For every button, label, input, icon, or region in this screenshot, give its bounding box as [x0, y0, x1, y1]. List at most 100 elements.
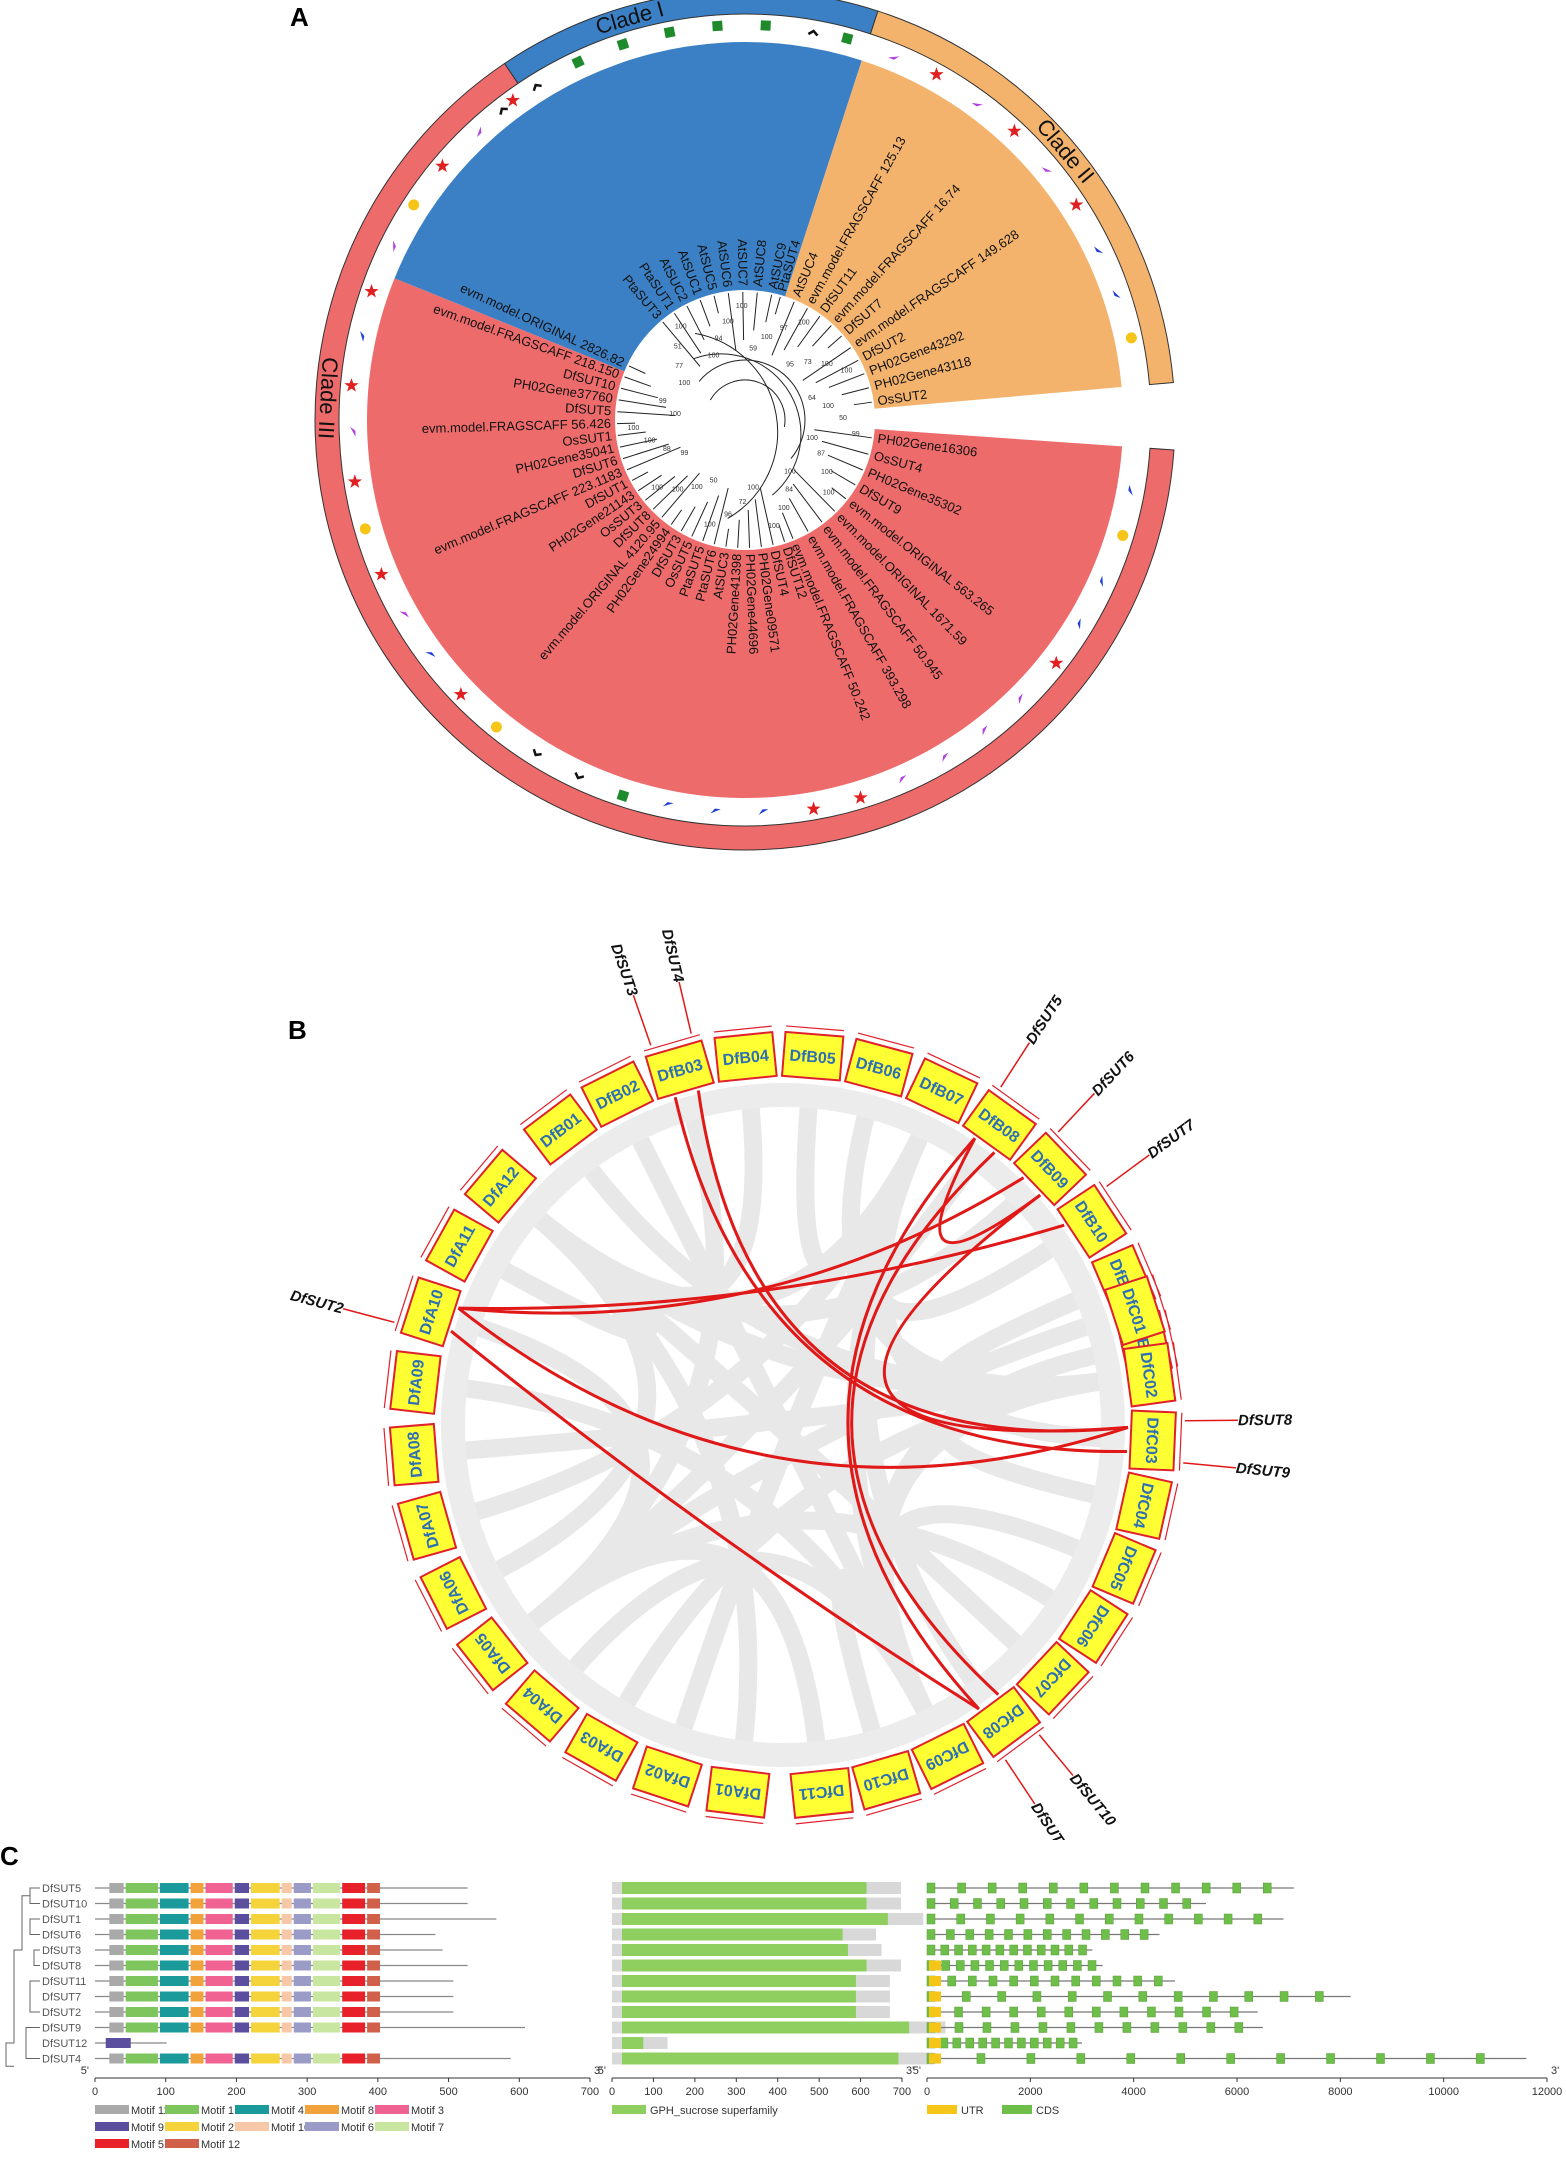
- domain-axis-tick-label: 700: [893, 2086, 911, 2098]
- chromosome-scale: [562, 1756, 614, 1787]
- cds-block: [1279, 1991, 1289, 2002]
- bootstrap-value: 100: [679, 380, 691, 387]
- tree-branch: [699, 299, 711, 327]
- cds-block: [1103, 1991, 1112, 2002]
- cds-block: [1009, 1975, 1018, 1987]
- cds-block: [1426, 2053, 1435, 2064]
- chromosome-scale: [996, 1726, 1044, 1763]
- motif-block: [251, 1929, 280, 1940]
- cds-block: [1068, 2037, 1078, 2049]
- cds-block: [1244, 1991, 1253, 2002]
- domain-axis-tick-label: 0: [609, 2086, 615, 2098]
- bootstrap-value: 100: [628, 425, 640, 432]
- motif-block: [312, 2007, 341, 2017]
- tree-branch: [661, 472, 700, 518]
- chromosome-scale: [866, 1798, 923, 1816]
- bootstrap-value: 100: [669, 411, 681, 418]
- cds-block: [1182, 1898, 1191, 1909]
- motif-axis-tick-label: 100: [157, 2086, 175, 2098]
- chromosome-scale: [519, 1089, 567, 1126]
- motif-block: [342, 1914, 366, 1924]
- cds-block: [1026, 2053, 1036, 2064]
- gene-name-dfsut4: DfSUT4: [42, 2054, 81, 2066]
- utr-block: [929, 1960, 941, 1971]
- cds-block: [1058, 1960, 1067, 1971]
- tree-branch: [631, 471, 649, 481]
- motif-block: [159, 1945, 189, 1955]
- cds-block: [1126, 2053, 1136, 2064]
- chromosome-scale: [1100, 1617, 1134, 1667]
- motif-block: [109, 1976, 124, 1986]
- marker-chevron: [574, 772, 585, 780]
- motif-block: [125, 2022, 158, 2033]
- cds-block: [1178, 2022, 1188, 2033]
- legend-label: Motif 8: [341, 2105, 374, 2117]
- legend-swatch: [375, 2122, 409, 2131]
- chromosome-dfb05: DfB05: [780, 1025, 845, 1082]
- cds-block: [1112, 1898, 1122, 1909]
- bootstrap-value: 50: [710, 478, 718, 485]
- cds-block: [1023, 1929, 1033, 1940]
- chromosome-box: [789, 1766, 854, 1819]
- cds-block: [1201, 1882, 1211, 1894]
- tree-branches: [617, 292, 872, 548]
- marker-triangle-blue: [1112, 290, 1121, 299]
- motif-block: [109, 1883, 124, 1893]
- chromosome-dfb09: DfB09: [1012, 1128, 1091, 1207]
- motif-block: [293, 1929, 311, 1940]
- gene-label-line: [1183, 1462, 1237, 1469]
- marker-star: [929, 67, 944, 81]
- tree-branch: [691, 501, 709, 537]
- motif-block: [342, 1883, 366, 1893]
- cds-block: [1087, 1960, 1097, 1971]
- cds-block: [1194, 1913, 1203, 1925]
- marker-triangle-purple: [899, 774, 907, 784]
- motif-block: [159, 1991, 189, 2002]
- bootstrap-value: 64: [808, 395, 816, 402]
- tree-branch: [827, 454, 864, 471]
- motif-block: [281, 1976, 292, 1986]
- motif-block: [281, 1883, 292, 1893]
- sut-link: [673, 1096, 1127, 1453]
- motif-block: [159, 2007, 189, 2017]
- chromosome-box: [389, 1350, 442, 1415]
- motif-block: [159, 1898, 189, 1909]
- chromosome-dfa06: DfA06: [414, 1555, 488, 1632]
- chromosome-scale: [391, 1505, 409, 1562]
- cds-block: [978, 2037, 987, 2049]
- motif-block: [367, 2053, 381, 2064]
- tree-leaf-label: PH02Gene41398: [724, 553, 745, 654]
- marker-triangle-purple: [1041, 167, 1053, 172]
- tree-branch: [793, 469, 836, 512]
- chromosome-label: DfB05: [789, 1047, 837, 1068]
- motif-block: [159, 1960, 189, 1971]
- tree-branch: [815, 359, 859, 384]
- gene-label-line: [1106, 1154, 1150, 1188]
- cds-block: [995, 1944, 1005, 1956]
- motif-block: [205, 1960, 233, 1971]
- cds-block: [968, 1944, 977, 1956]
- cds-block: [1263, 1882, 1272, 1894]
- tree-branch: [673, 312, 702, 354]
- motif-block: [125, 1914, 158, 1924]
- marker-star: [364, 283, 379, 298]
- utr-block: [929, 1991, 941, 2002]
- chromosome-scale: [1172, 1342, 1182, 1400]
- bootstrap-value: 100: [675, 323, 687, 330]
- motif-block: [205, 1929, 233, 1940]
- motif-block: [234, 1929, 250, 1940]
- legend-label: Motif 1: [201, 2105, 234, 2117]
- cds-block: [1066, 1898, 1075, 1909]
- tree-branch: [617, 411, 676, 416]
- chromosome-dfb08: DfB08: [961, 1084, 1040, 1162]
- gene-legend-label: CDS: [1036, 2105, 1059, 2117]
- cds-block: [1119, 2006, 1129, 2018]
- motif-block: [367, 1929, 381, 1940]
- motif-block: [293, 1976, 311, 1986]
- cds-block: [1050, 1975, 1060, 1987]
- cds-block: [1023, 1944, 1032, 1956]
- background-link: [518, 1541, 827, 1755]
- marker-square: [616, 38, 630, 51]
- motif-block: [125, 1898, 158, 1909]
- cds-block: [947, 1975, 956, 1987]
